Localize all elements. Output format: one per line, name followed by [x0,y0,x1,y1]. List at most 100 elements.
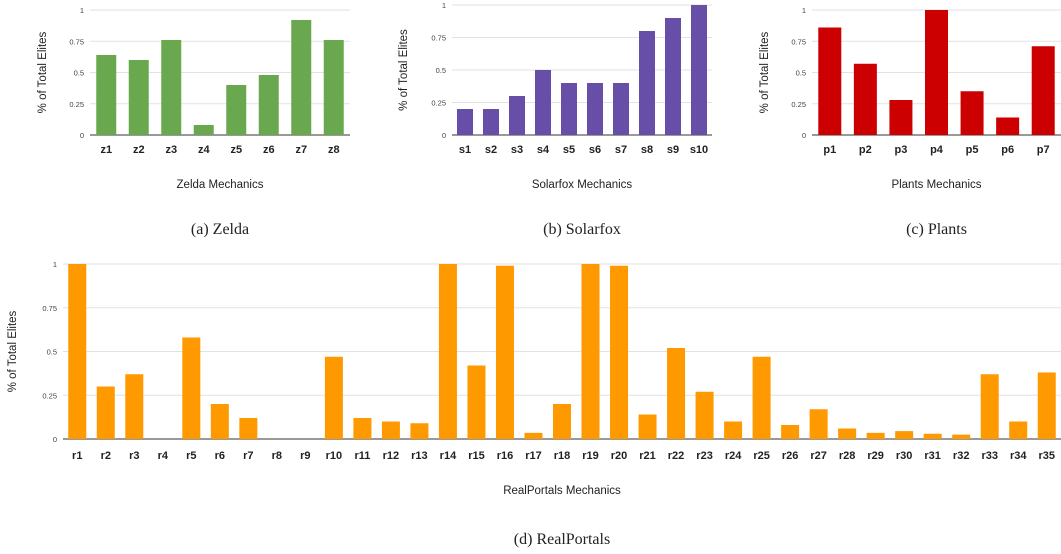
realportals-x-tick-label: r10 [326,450,343,462]
solarfox-x-tick-label: s10 [690,144,708,156]
realportals-x-tick-label: r34 [1010,450,1027,462]
realportals-bar-r11 [353,418,372,439]
realportals-x-tick-label: r20 [611,450,628,462]
solarfox-bar-s5 [561,83,577,135]
realportals-x-tick-label: r23 [696,450,713,462]
solarfox-y-tick-label: 0.5 [436,66,446,75]
plants-y-tick-label: 0.5 [796,69,806,78]
zelda-caption: (a) Zelda [191,221,249,238]
zelda-y-tick-label: 0.25 [69,100,84,109]
solarfox-x-tick-label: s3 [511,144,523,156]
solarfox-x-tick-label: s5 [563,144,575,156]
solarfox-bar-s10 [691,5,707,135]
realportals-bar-r20 [610,265,629,439]
plants-y-tick-label: 0.25 [791,100,806,109]
realportals-bar-r16 [495,265,514,439]
solarfox-x-tick-label: s2 [485,144,497,156]
zelda-bar-z3 [161,40,182,135]
realportals-x-tick-label: r19 [582,450,599,462]
realportals-bar-r10 [324,356,343,439]
solarfox-bar-s4 [535,70,551,135]
realportals-y-tick-label: 1 [53,260,57,269]
solarfox-x-axis-title: Solarfox Mechanics [532,179,633,191]
plants-y-tick-label: 0.75 [791,37,806,46]
realportals-caption: (d) RealPortals [514,531,610,548]
realportals-bar-r1 [68,264,87,439]
zelda-bar-z6 [258,75,279,135]
solarfox-bar-s6 [587,83,603,135]
realportals-y-tick-label: 0 [53,435,57,444]
realportals-y-tick-label: 0.75 [42,304,57,313]
realportals-x-tick-label: r31 [924,450,941,462]
zelda-x-tick-label: z7 [295,144,307,156]
zelda-y-axis-title: % of Total Elites [37,31,49,113]
realportals-x-tick-label: r28 [839,450,856,462]
realportals-x-tick-label: r9 [300,450,310,462]
realportals-x-tick-label: r5 [186,450,196,462]
realportals-y-tick-label: 0.25 [42,391,57,400]
realportals-x-tick-label: r1 [72,450,82,462]
zelda-bar-z8 [323,40,344,135]
zelda-bar-z4 [193,125,214,135]
realportals-x-tick-label: r33 [981,450,998,462]
realportals-bar-r5 [182,337,201,439]
realportals-bar-r33 [980,374,999,439]
realportals-x-tick-label: r7 [243,450,253,462]
realportals-bar-r30 [895,431,914,439]
realportals-x-tick-label: r29 [867,450,884,462]
solarfox-y-tick-label: 1 [442,1,446,10]
plants-x-tick-label: p3 [895,144,908,156]
realportals-bar-r31 [923,433,942,439]
zelda-x-tick-label: z1 [100,144,112,156]
plants-x-axis-title: Plants Mechanics [891,179,981,191]
realportals-x-tick-label: r11 [354,450,370,462]
realportals-x-tick-label: r18 [554,450,571,462]
realportals-x-tick-label: r6 [215,450,225,462]
solarfox-bar-s9 [665,18,681,135]
realportals-bar-r15 [467,365,486,439]
plants-bar-p1 [818,27,842,135]
realportals-bar-r21 [638,414,657,439]
realportals-y-axis-title: % of Total Elites [7,310,19,392]
realportals-y-tick-label: 0.5 [47,348,57,357]
realportals-x-tick-label: r26 [782,450,799,462]
solarfox-bar-s3 [509,96,525,135]
solarfox-caption: (b) Solarfox [543,221,621,238]
plants-bar-p6 [996,117,1020,135]
zelda-bar-z2 [128,60,149,135]
realportals-x-tick-label: r25 [753,450,770,462]
plants-y-tick-label: 1 [802,6,806,15]
realportals-x-tick-label: r17 [525,450,542,462]
realportals-bar-r3 [125,374,144,439]
realportals-x-tick-label: r21 [639,450,656,462]
realportals-bar-r19 [581,264,600,439]
realportals-x-tick-label: r15 [468,450,485,462]
plants-y-axis-title: % of Total Elites [759,31,771,113]
solarfox-x-tick-label: s9 [667,144,679,156]
plants-caption: (c) Plants [906,221,967,238]
realportals-x-tick-label: r24 [725,450,742,462]
plants-bar-p4 [925,10,948,135]
solarfox-bar-s7 [613,83,629,135]
realportals-x-tick-label: r13 [411,450,428,462]
zelda-bar-z1 [96,55,117,135]
realportals-bar-r25 [752,356,771,439]
plants-bar-p2 [853,63,877,135]
realportals-bar-r12 [381,421,400,439]
realportals-bar-r32 [952,434,971,439]
realportals-bar-r17 [524,432,543,439]
realportals-x-tick-label: r16 [497,450,514,462]
plants-x-tick-label: p5 [966,144,979,156]
solarfox-y-tick-label: 0.75 [431,34,446,43]
realportals-x-axis-title: RealPortals Mechanics [503,485,621,497]
solarfox-x-tick-label: s7 [615,144,627,156]
realportals-bar-r28 [838,428,857,439]
realportals-bar-r23 [695,391,714,439]
solarfox-x-tick-label: s4 [537,144,550,156]
solarfox-x-tick-label: s6 [589,144,601,156]
realportals-x-tick-label: r8 [272,450,282,462]
plants-x-tick-label: p6 [1001,144,1014,156]
realportals-bar-r26 [781,425,800,439]
zelda-x-tick-label: z5 [230,144,242,156]
